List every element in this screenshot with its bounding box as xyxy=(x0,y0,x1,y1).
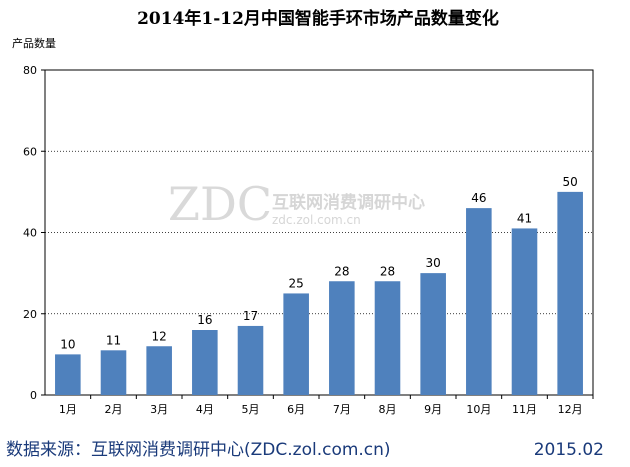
data-label: 12 xyxy=(152,329,167,343)
footer-date: 2015.02 xyxy=(534,440,604,460)
y-axis-label: 产品数量 xyxy=(12,36,56,50)
x-tick-label: 4月 xyxy=(196,403,214,416)
bar xyxy=(100,350,127,395)
bar xyxy=(55,354,81,395)
x-tick-label: 6月 xyxy=(287,403,305,416)
data-label: 10 xyxy=(60,337,75,351)
y-tick-label: 40 xyxy=(23,227,37,240)
chart-title: 2014年1-12月中国智能手环市场产品数量变化 xyxy=(137,8,499,29)
watermark: ZDC 互联网消费调研中心 zdc.zol.com.cn xyxy=(168,177,425,231)
data-label: 46 xyxy=(471,191,486,205)
data-label: 16 xyxy=(197,313,212,327)
y-tick-label: 80 xyxy=(23,64,37,77)
y-tick-label: 60 xyxy=(23,145,37,158)
data-source: 数据来源：互联网消费调研中心(ZDC.zol.com.cn) xyxy=(6,440,391,460)
data-label: 28 xyxy=(334,264,349,278)
bar xyxy=(557,191,583,395)
data-label: 17 xyxy=(243,309,258,323)
watermark-text: 互联网消费调研中心 xyxy=(272,192,425,213)
y-tick-label: 20 xyxy=(23,308,37,321)
bar xyxy=(466,208,492,395)
x-tick-label: 9月 xyxy=(424,403,442,416)
y-tick-label: 0 xyxy=(30,389,37,402)
data-label: 41 xyxy=(517,211,532,225)
bar xyxy=(237,325,264,395)
watermark-url: zdc.zol.com.cn xyxy=(272,213,361,227)
data-label: 25 xyxy=(289,276,304,290)
x-tick-label: 5月 xyxy=(242,403,260,416)
watermark-logo: ZDC xyxy=(168,177,272,231)
bar xyxy=(374,281,401,395)
data-label: 11 xyxy=(106,333,121,347)
bar xyxy=(146,346,172,395)
x-tick-label: 10月 xyxy=(466,403,491,416)
x-tick-label: 2月 xyxy=(105,403,123,416)
x-tick-label: 3月 xyxy=(150,403,168,416)
bar xyxy=(511,228,538,395)
x-tick-label: 11月 xyxy=(512,403,537,416)
bar xyxy=(283,293,309,395)
plot-area: 0 20 40 60 80 10 1月 11 2月 12 3月 16 4月 17 5月 25 6月 28 7月 28 8… xyxy=(23,64,594,416)
data-label: 30 xyxy=(426,256,441,270)
x-tick-label: 7月 xyxy=(333,403,351,416)
x-tick-label: 1月 xyxy=(59,403,77,416)
data-label: 50 xyxy=(563,175,578,189)
bar xyxy=(192,330,218,395)
x-tick-label: 8月 xyxy=(379,403,397,416)
x-tick-label: 12月 xyxy=(558,403,583,416)
data-label: 28 xyxy=(380,264,395,278)
bar xyxy=(420,273,446,395)
bar xyxy=(329,281,355,395)
